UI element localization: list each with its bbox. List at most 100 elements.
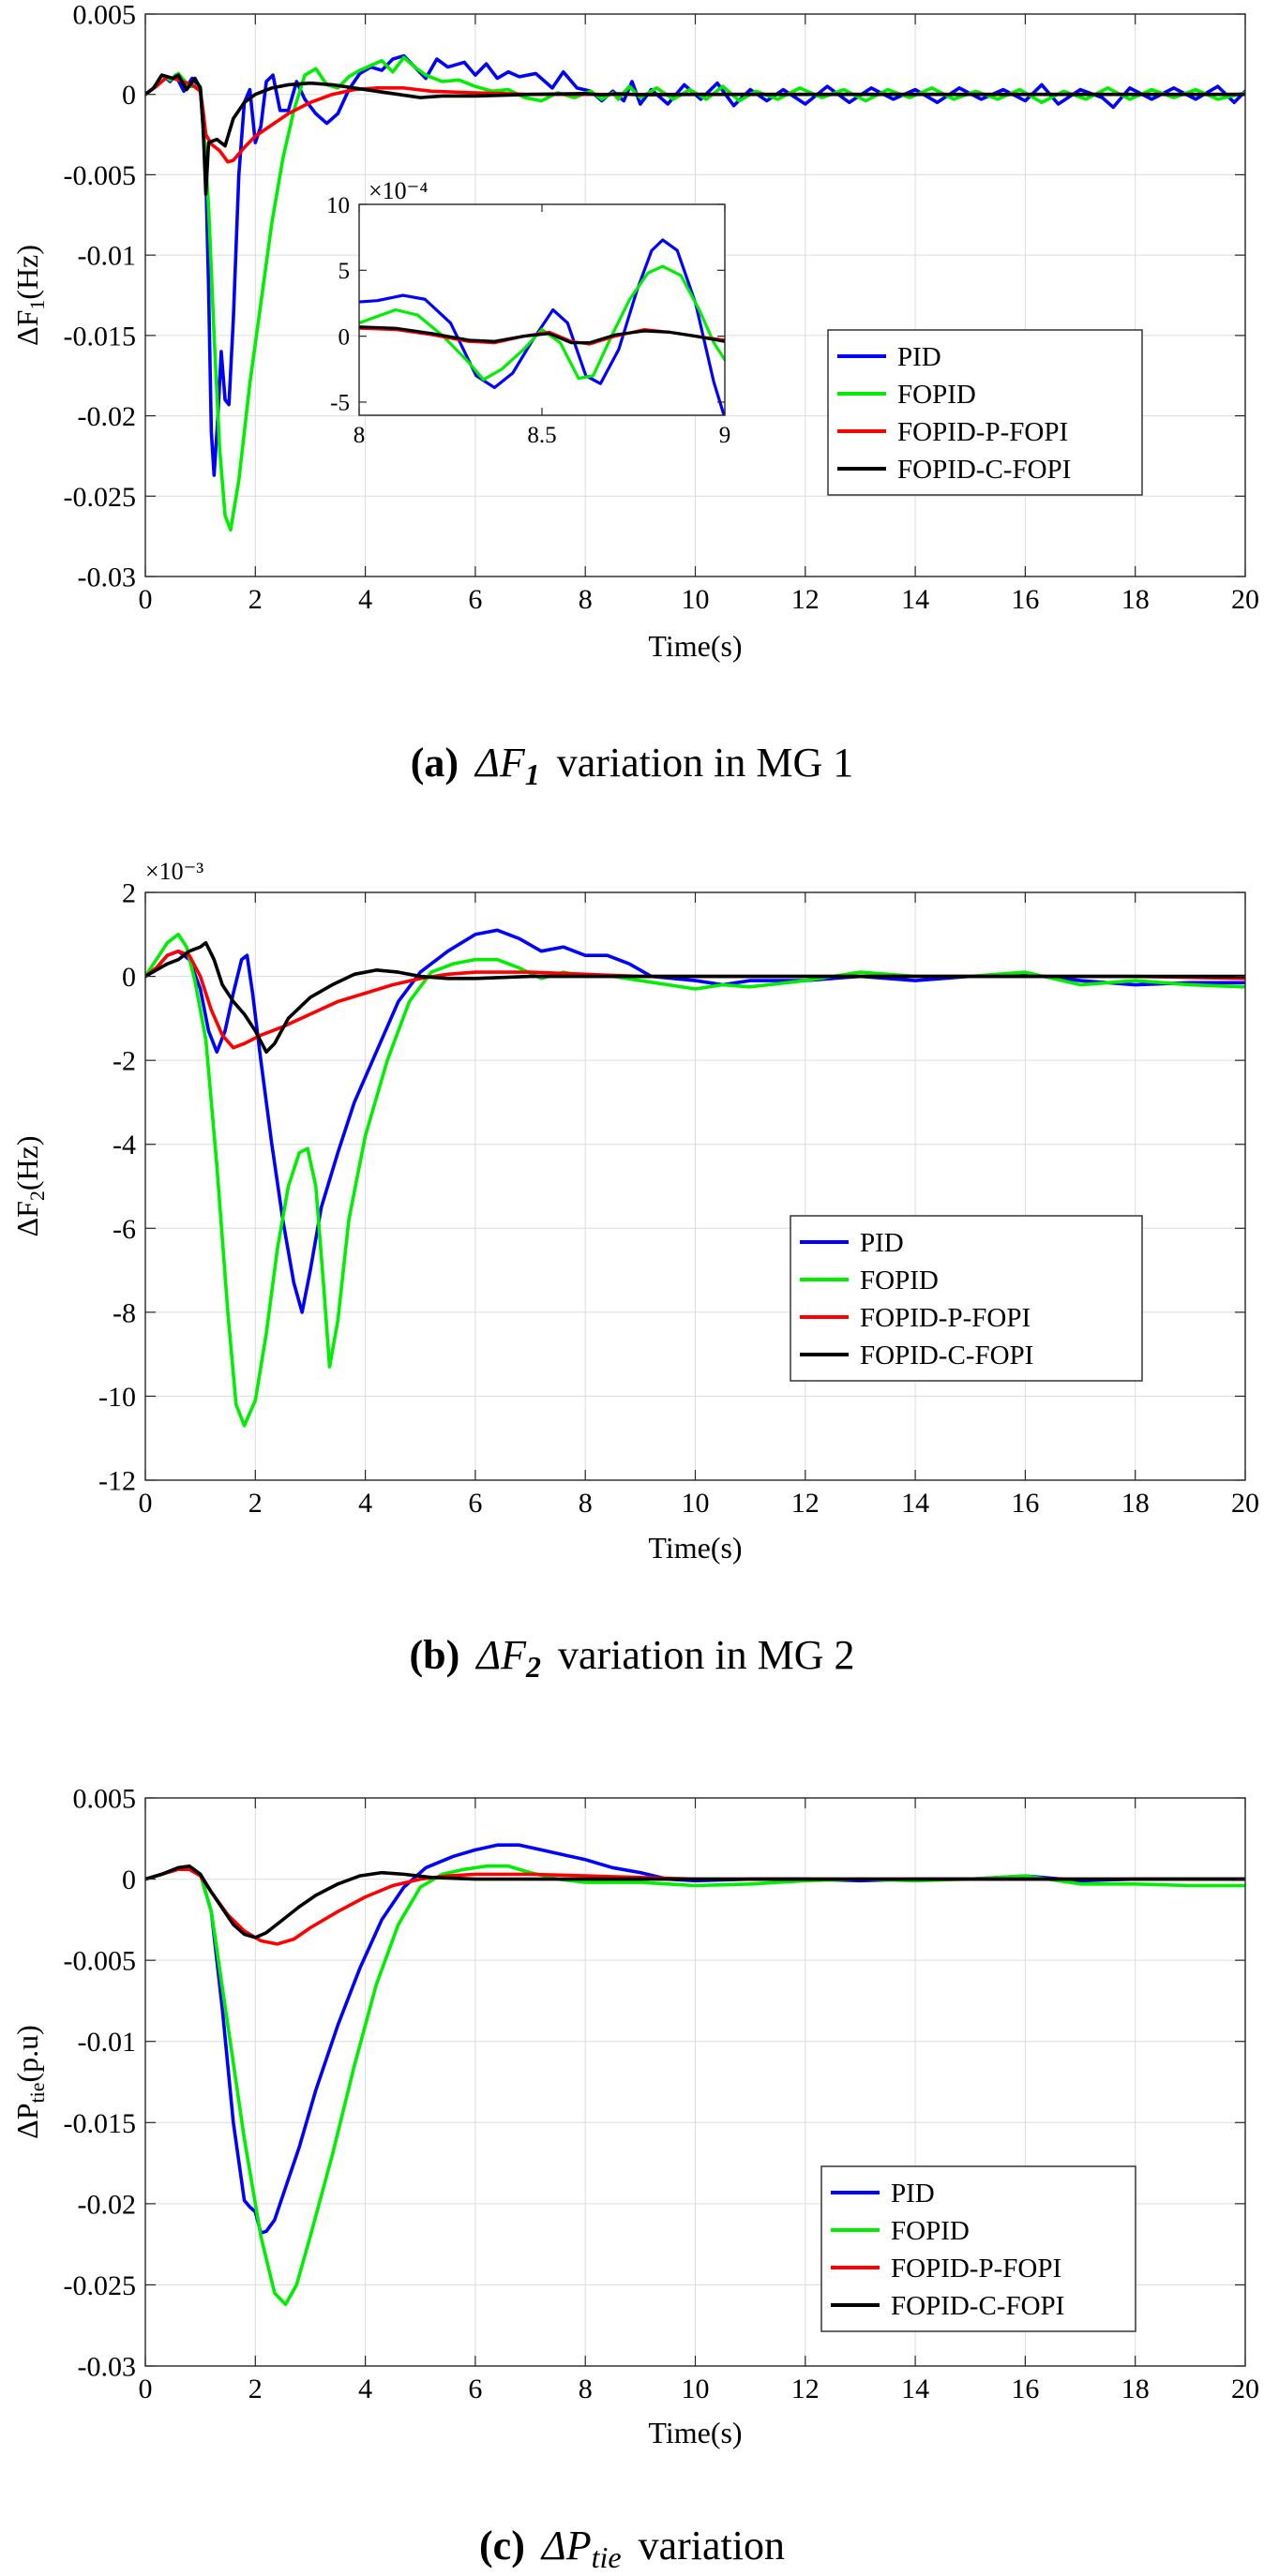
x-tick-label: 4 — [358, 2374, 372, 2404]
x-tick-label: 4 — [358, 1488, 372, 1519]
y-tick-label: -12 — [98, 1466, 136, 1497]
caption-subscript: tie — [592, 2540, 622, 2574]
caption-letter: (b) — [410, 1632, 460, 1678]
inset-series-group — [359, 238, 725, 415]
y-tick-label: -0.025 — [64, 482, 137, 513]
x-tick-label: 8 — [579, 2374, 593, 2404]
x-tick-label: 16 — [1011, 1488, 1039, 1519]
caption-a: (a) ΔF1 variation in MG 1 — [411, 740, 854, 791]
x-tick-label: 10 — [682, 2374, 710, 2404]
x-tick-label: 16 — [1011, 2374, 1039, 2404]
y-tick-label: -8 — [113, 1297, 136, 1328]
inset-frame: 8 8.5 9 10 5 0 -5 — [326, 193, 730, 448]
legend-label-fopid-p-fopi: FOPID-P-FOPI — [891, 2254, 1061, 2284]
inset-line-pid — [359, 238, 725, 415]
caption-text: variation in MG 2 — [558, 1632, 855, 1678]
x-tick-label: 14 — [901, 2374, 929, 2404]
caption-symbol: ΔF — [474, 1632, 527, 1678]
caption-c: (c) ΔPtie variation — [479, 2523, 785, 2574]
y-axis-label-unit: (p.u) — [10, 2025, 44, 2082]
x-tick-label: 12 — [791, 1488, 820, 1519]
x-tick-label: 18 — [1121, 584, 1150, 615]
x-tick-label: 12 — [791, 584, 820, 615]
series-line-fopid-c-fopi — [145, 1864, 1245, 1939]
x-axis-label: Time(s) — [648, 629, 742, 663]
y-tick-label: -0.01 — [78, 241, 137, 272]
y-tick-label: -0.015 — [64, 2108, 137, 2139]
y-tick-label: -0.03 — [78, 562, 137, 593]
y-tick-label: 0.005 — [73, 1784, 137, 1815]
y-tick-label: -4 — [113, 1130, 136, 1161]
legend-label-fopid: FOPID — [891, 2216, 970, 2246]
x-tick-label: 14 — [901, 584, 929, 615]
y-tick-label: 0 — [122, 80, 136, 111]
y-tick-label: 2 — [122, 878, 136, 909]
y-axis-label-unit: (Hz) — [10, 245, 44, 300]
y-tick-label: 0 — [122, 962, 136, 993]
x-axis-label: Time(s) — [648, 1531, 742, 1565]
x-tick-label: 10 — [682, 1488, 710, 1519]
x-tick-label: 20 — [1231, 1488, 1259, 1519]
y-tick-label: -0.025 — [64, 2270, 137, 2301]
y-tick-label: -0.02 — [78, 401, 137, 432]
x-tick-label: 8 — [354, 423, 366, 448]
legend-label-fopid-c-fopi: FOPID-C-FOPI — [860, 1340, 1033, 1370]
series-line-pid — [145, 53, 1245, 477]
legend-a: PID FOPID FOPID-P-FOPI FOPID-C-FOPI — [827, 329, 1143, 496]
x-tick-label: 8.5 — [527, 423, 556, 448]
y-tick-label: 0.005 — [73, 0, 137, 31]
y-tick-label: -0.01 — [78, 2027, 137, 2058]
y-axis-label: ΔF2(Hz) — [10, 1136, 49, 1237]
y-axis-label-main: ΔP — [10, 2103, 44, 2138]
x-tick-label: 8 — [579, 584, 593, 615]
legend-label-fopid: FOPID — [860, 1266, 939, 1295]
x-tick-label: 6 — [468, 2374, 482, 2404]
y-tick-label: 10 — [326, 193, 350, 218]
legend-b: PID FOPID FOPID-P-FOPI FOPID-C-FOPI — [790, 1215, 1143, 1382]
caption-letter: (c) — [479, 2523, 525, 2569]
y-tick-label: -5 — [330, 391, 350, 416]
series-group-a — [145, 53, 1245, 532]
x-tick-label: 14 — [901, 1488, 929, 1519]
legend-label-pid: PID — [860, 1228, 904, 1258]
x-tick-label: 18 — [1121, 2374, 1150, 2404]
y-tick-label: 0 — [122, 1865, 136, 1895]
x-tick-label: 0 — [139, 1488, 153, 1519]
x-tick-label: 20 — [1231, 2374, 1259, 2404]
caption-symbol: ΔP — [540, 2523, 592, 2569]
y-axis-label: ΔF1(Hz) — [10, 245, 49, 346]
x-tick-label: 0 — [139, 584, 153, 615]
x-tick-label: 20 — [1231, 584, 1259, 615]
x-tick-label: 6 — [468, 584, 482, 615]
x-tick-label: 12 — [791, 2374, 820, 2404]
caption-b: (b) ΔF2 variation in MG 2 — [410, 1632, 855, 1684]
x-tick-label: 16 — [1011, 584, 1039, 615]
legend-box — [790, 1215, 1143, 1382]
x-tick-label: 6 — [468, 1488, 482, 1519]
inset-axes — [359, 204, 725, 415]
y-tick-label: -0.005 — [64, 160, 137, 191]
y-axis-label-sub: 1 — [25, 300, 49, 310]
legend-label-fopid-c-fopi: FOPID-C-FOPI — [897, 455, 1071, 485]
caption-text: variation in MG 1 — [557, 740, 854, 786]
x-tick-label: 0 — [139, 2374, 153, 2404]
series-line-fopid-c-fopi — [145, 940, 1245, 1054]
inset-line-fopid — [359, 264, 725, 382]
y-tick-label: -0.005 — [64, 1946, 137, 1977]
caption-subscript: 2 — [525, 1650, 541, 1684]
inset-line-fopid-c-fopi — [359, 325, 725, 345]
caption-subscript: 1 — [525, 757, 540, 791]
y-tick-label: -0.02 — [78, 2189, 137, 2220]
legend-label-fopid-c-fopi: FOPID-C-FOPI — [891, 2291, 1064, 2321]
y-exponent-label: ×10⁻³ — [145, 858, 203, 885]
caption-symbol: ΔF — [474, 740, 526, 786]
legend-label-pid: PID — [897, 342, 941, 372]
y-axis-label-sub: 2 — [25, 1191, 49, 1201]
series-line-fopid — [145, 932, 1245, 1428]
x-tick-label: 8 — [579, 1488, 593, 1519]
x-tick-label: 2 — [248, 584, 263, 615]
x-tick-label: 10 — [682, 584, 710, 615]
series-group-c — [145, 1843, 1245, 2307]
